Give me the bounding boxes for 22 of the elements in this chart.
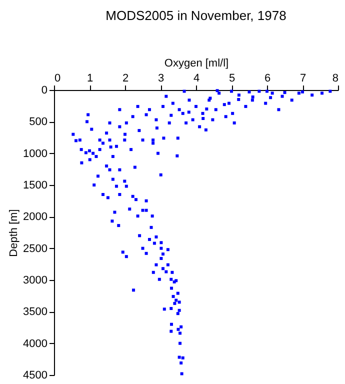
y-tick-label: 500 xyxy=(29,116,48,128)
y-tick-label: 1000 xyxy=(23,148,48,160)
y-axis-title: Depth [m] xyxy=(8,209,20,257)
y-tick-label: 4500 xyxy=(23,370,48,382)
y-tick-label: 1500 xyxy=(23,180,48,192)
y-tick-label: 0 xyxy=(41,84,48,96)
x-tick-label: 5 xyxy=(228,72,236,84)
x-tick-label: 3 xyxy=(158,72,164,84)
y-tick-label: 3500 xyxy=(23,306,48,318)
y-tick-label: 3000 xyxy=(23,274,48,286)
y-tick-label: 4000 xyxy=(23,338,48,350)
x-tick-label: 1 xyxy=(86,72,94,84)
chart-title: MODS2005 in November, 1978 xyxy=(106,8,286,23)
x-tick-label: 6 xyxy=(264,72,271,84)
x-tick-label: 0 xyxy=(54,72,61,84)
x-tick-label: 4 xyxy=(193,72,200,84)
y-tick-label: 2000 xyxy=(23,211,48,224)
x-tick-label: 7 xyxy=(300,72,306,84)
x-tick-label: 8 xyxy=(332,72,338,84)
x-axis-title: Oxygen [ml/l] xyxy=(164,58,229,70)
x-tick-label: 2 xyxy=(122,72,129,84)
y-tick-label: 2500 xyxy=(23,242,48,255)
